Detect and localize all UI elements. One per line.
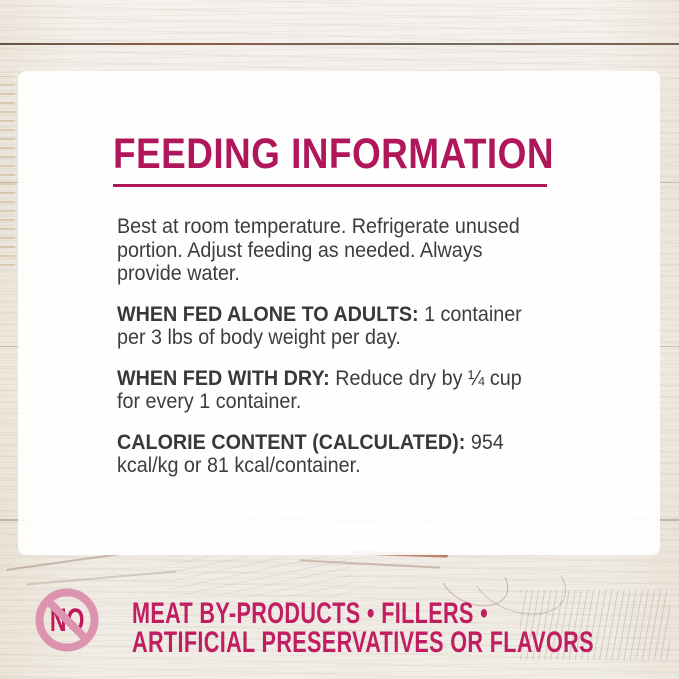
wood-grain-streak [0,76,15,266]
wood-grain-streak [300,559,440,569]
section-value: 1 container [424,302,522,326]
section-label: WHEN FED ALONE TO ADULTS: [117,302,419,326]
section-line: for every 1 container. [117,390,302,413]
section-fed-with-dry: WHEN FED WITH DRY: Reduce dry by ¼ cup f… [117,367,587,414]
section-line: kcal/kg or 81 kcal/container. [117,454,361,477]
claims-line-2: ARTIFICIAL PRESERVATIVES OR FLAVORS [132,625,594,659]
no-prohibition-icon: NO [35,588,99,652]
claims-line-1: MEAT BY-PRODUCTS • FILLERS • [132,597,489,630]
section-line: per 3 lbs of body weight per day. [117,326,401,349]
prohibition-ring [35,588,99,652]
section-value: 954 [470,430,504,454]
intro-line: provide water. [117,262,240,285]
section-label: CALORIE CONTENT (CALCULATED): [117,430,466,454]
feeding-info-card [18,71,660,555]
title-underline [113,184,547,187]
section-line: WHEN FED WITH DRY: Reduce dry by ¼ cup [117,367,587,391]
plank-seam-top [0,43,679,45]
section-calorie-content: CALORIE CONTENT (CALCULATED): 954 kcal/k… [117,431,587,478]
wood-grain-streak [26,570,176,586]
prohibition-slash [44,597,90,643]
page-title: FEEDING INFORMATION [113,130,554,178]
no-claims-text: MEAT BY-PRODUCTS • FILLERS • ARTIFICIAL … [132,597,594,659]
wood-grain-lines [170,556,350,596]
section-line: CALORIE CONTENT (CALCULATED): 954 [117,431,587,455]
section-line: WHEN FED ALONE TO ADULTS: 1 container [117,303,587,327]
intro-line: portion. Adjust feeding as needed. Alway… [117,238,483,262]
section-value: Reduce dry by ¼ cup [335,366,522,390]
feeding-instructions: Best at room temperature. Refrigerate un… [117,215,587,478]
section-label: WHEN FED WITH DRY: [117,366,330,390]
intro-line: Best at room temperature. Refrigerate un… [117,215,520,238]
intro-paragraph: Best at room temperature. Refrigerate un… [117,215,587,286]
section-fed-alone: WHEN FED ALONE TO ADULTS: 1 container pe… [117,303,587,350]
